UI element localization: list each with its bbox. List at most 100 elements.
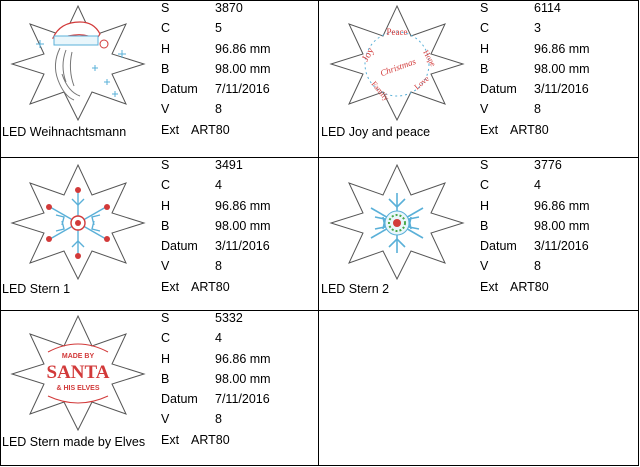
spec-label: C — [161, 331, 171, 346]
stitch-count: 6114 — [534, 1, 561, 15]
spec-label: Ext — [161, 279, 180, 294]
joy-peace-star-icon: Peace Hope Joy Christmas Love Family — [327, 4, 467, 122]
spec-label: Ext — [480, 122, 499, 137]
spec-label: B — [161, 218, 170, 233]
spec-label: H — [161, 41, 171, 56]
extension-value: ART80 — [510, 279, 549, 294]
width-value: 98.00 mm — [215, 61, 271, 76]
spec-label: C — [480, 21, 490, 36]
design-specs: S 3870 C 5 H 96.86 mm B 98.00 mm Datum 7/11/2… — [161, 0, 311, 140]
version-value: 8 — [534, 102, 541, 117]
color-count: 3 — [534, 21, 541, 36]
grid-line — [0, 0, 1, 466]
height-value: 96.86 mm — [534, 198, 590, 213]
height-value: 96.86 mm — [534, 41, 590, 56]
stitch-count: 5332 — [215, 311, 243, 325]
spec-label: S — [161, 158, 170, 172]
stitch-count: 3870 — [215, 1, 243, 15]
date-value: 3/11/2016 — [215, 239, 270, 254]
spec-label: Datum — [161, 82, 198, 97]
width-value: 98.00 mm — [534, 218, 590, 233]
spec-label: C — [480, 178, 490, 193]
spec-label: C — [161, 178, 171, 193]
design-name: LED Joy and peace — [321, 125, 431, 139]
color-count: 4 — [215, 178, 222, 193]
grid-line — [0, 310, 639, 311]
design-name: LED Stern made by Elves — [2, 435, 146, 449]
date-value: 3/11/2016 — [534, 239, 589, 254]
spec-label: Ext — [480, 279, 499, 294]
spec-label: Ext — [161, 432, 180, 447]
spec-label: H — [161, 351, 171, 366]
snowflake-star-icon — [8, 163, 148, 281]
spec-label: H — [161, 198, 171, 213]
spec-label: V — [161, 102, 170, 117]
grid-line — [318, 0, 319, 466]
spec-label: B — [480, 218, 489, 233]
design-card[interactable]: MADE BY SANTA & HIS ELVES LED Stern made… — [0, 310, 319, 464]
design-card[interactable]: LED Weihnachtsmann S 3870 C 5 H 96.86 mm B 9… — [0, 0, 319, 154]
spec-label: Datum — [161, 239, 198, 254]
height-value: 96.86 mm — [215, 198, 271, 213]
design-specs: S 3776 C 4 H 96.86 mm B 98.00 mm Datum 3/11/2… — [480, 155, 630, 297]
design-specs: S 3491 C 4 H 96.86 mm B 98.00 mm Datum 3/11/2… — [161, 155, 311, 297]
santa-star-icon — [8, 4, 148, 122]
grid-line — [0, 465, 639, 466]
santa-text-star-icon: MADE BY SANTA & HIS ELVES — [8, 314, 148, 432]
design-specs: S 6114 C 3 H 96.86 mm B 98.00 mm Datum 3/11/2… — [480, 0, 630, 140]
stitch-count: 3776 — [534, 158, 562, 172]
spec-label: H — [480, 198, 490, 213]
empty-cell — [319, 310, 638, 464]
version-value: 8 — [534, 259, 541, 274]
color-count: 5 — [215, 21, 222, 36]
date-value: 3/11/2016 — [534, 82, 589, 97]
extension-value: ART80 — [510, 122, 549, 137]
date-value: 7/11/2016 — [215, 392, 270, 407]
spec-label: Ext — [161, 122, 180, 137]
design-name: LED Weihnachtsmann — [2, 125, 127, 139]
width-value: 98.00 mm — [215, 371, 271, 386]
stitch-count: 3491 — [215, 158, 243, 172]
spec-label: B — [480, 61, 489, 76]
design-card[interactable]: LED Stern 2 S 3776 C 4 H 96.86 mm B 98.00 mm… — [319, 157, 638, 311]
svg-text:MADE BY: MADE BY — [62, 353, 95, 360]
width-value: 98.00 mm — [215, 218, 271, 233]
color-count: 4 — [534, 178, 541, 193]
design-specs: S 5332 C 4 H 96.86 mm B 98.00 mm Datum 7/11/2… — [161, 308, 311, 450]
spec-label: V — [161, 412, 170, 427]
spec-label: S — [161, 311, 170, 325]
spec-label: B — [161, 371, 170, 386]
svg-text:& HIS ELVES: & HIS ELVES — [56, 385, 99, 392]
version-value: 8 — [215, 412, 222, 427]
spec-label: H — [480, 41, 490, 56]
grid-line — [0, 0, 639, 1]
grid-line — [0, 157, 639, 158]
width-value: 98.00 mm — [534, 61, 590, 76]
spec-label: Datum — [480, 239, 517, 254]
svg-text:Peace: Peace — [387, 27, 408, 37]
design-card[interactable]: LED Stern 1 S 3491 C 4 H 96.86 mm B 98.00 mm… — [0, 157, 319, 311]
spec-label: Datum — [161, 392, 198, 407]
spec-label: C — [161, 21, 171, 36]
height-value: 96.86 mm — [215, 351, 271, 366]
version-value: 8 — [215, 259, 222, 274]
extension-value: ART80 — [191, 279, 230, 294]
date-value: 7/11/2016 — [215, 82, 270, 97]
design-name: LED Stern 2 — [321, 282, 390, 296]
spec-label: V — [480, 259, 489, 274]
spec-label: S — [480, 158, 489, 172]
color-count: 4 — [215, 331, 222, 346]
spec-label: S — [161, 1, 170, 15]
version-value: 8 — [215, 102, 222, 117]
spec-label: B — [161, 61, 170, 76]
grid-line — [638, 0, 639, 466]
snowflake-wreath-star-icon — [327, 163, 467, 281]
extension-value: ART80 — [191, 432, 230, 447]
spec-label: Datum — [480, 82, 517, 97]
svg-text:SANTA: SANTA — [47, 362, 110, 383]
design-card[interactable]: Peace Hope Joy Christmas Love Family LED… — [319, 0, 638, 154]
spec-label: V — [161, 259, 170, 274]
spec-label: S — [480, 1, 489, 15]
design-name: LED Stern 1 — [2, 282, 71, 296]
